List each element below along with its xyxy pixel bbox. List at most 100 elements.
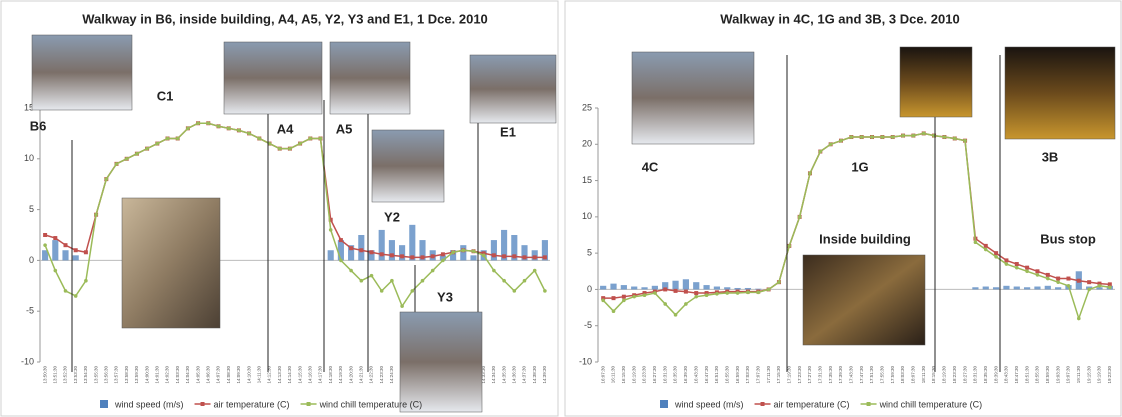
- chart: Walkway in 4C, 1G and 3B, 3 Dce. 2010 -10…: [579, 11, 1116, 409]
- photo: [399, 311, 483, 413]
- marker: [73, 294, 78, 298]
- bar: [672, 280, 679, 290]
- x-tick-label: 13:59:30: [134, 366, 139, 384]
- y-tick-label: 0: [587, 284, 592, 294]
- marker: [653, 291, 657, 295]
- x-tick-label: 16:15:30: [621, 366, 626, 384]
- x-tick-label: 14:17:30: [318, 366, 323, 384]
- x-tick-label: 17:35:30: [828, 366, 833, 384]
- x-tick-label: 14:07:30: [216, 366, 221, 384]
- marker: [145, 146, 149, 151]
- marker: [369, 273, 374, 278]
- marker: [983, 243, 988, 248]
- bar: [337, 240, 344, 261]
- marker: [542, 255, 547, 260]
- x-tick-label: 19:19:30: [1097, 366, 1102, 384]
- x-tick-label: 14:02:30: [165, 366, 170, 384]
- marker: [1035, 273, 1040, 277]
- marker: [440, 252, 445, 257]
- marker: [632, 294, 636, 299]
- x-tick-label: 14:12:30: [267, 366, 272, 384]
- marker: [338, 238, 343, 243]
- marker: [1107, 282, 1112, 287]
- x-tick-label: 17:27:30: [807, 366, 812, 384]
- marker: [63, 289, 68, 293]
- marker: [694, 294, 699, 299]
- marker: [808, 171, 812, 176]
- marker: [1066, 276, 1071, 281]
- bar: [439, 255, 446, 261]
- annotation: C1: [157, 88, 174, 103]
- x-tick-label: 17:11:30: [766, 366, 771, 384]
- photo: [1004, 46, 1116, 140]
- bar: [662, 282, 669, 290]
- x-tick-label: 14:35:30: [501, 366, 506, 384]
- marker: [73, 248, 78, 253]
- marker: [471, 249, 476, 254]
- marker: [684, 302, 688, 306]
- marker: [1025, 269, 1029, 274]
- marker: [642, 291, 647, 296]
- marker: [704, 291, 709, 296]
- annotation: 4C: [642, 159, 659, 174]
- x-tick-label: 17:31:30: [817, 366, 822, 384]
- y-tick-label: -10: [21, 356, 34, 366]
- marker: [318, 136, 323, 141]
- annotation: B6: [30, 118, 47, 133]
- marker: [94, 212, 98, 217]
- x-tick-label: 13:56:30: [103, 366, 108, 384]
- x-tick-label: 19:07:30: [1066, 366, 1071, 384]
- x-tick-label: 17:23:30: [797, 366, 802, 384]
- marker: [1087, 280, 1092, 285]
- marker: [973, 240, 978, 245]
- marker: [859, 135, 864, 139]
- x-tick-label: 13:55:30: [93, 366, 98, 384]
- marker: [410, 255, 415, 260]
- x-tick-label: 14:11:30: [256, 366, 261, 384]
- bar: [693, 282, 700, 290]
- bar: [1024, 287, 1031, 290]
- marker: [512, 289, 517, 293]
- x-tick-label: 13:52:30: [63, 366, 68, 384]
- marker: [611, 309, 616, 314]
- marker: [206, 121, 211, 126]
- x-tick-label: 19:15:30: [1086, 366, 1091, 384]
- bar: [490, 240, 497, 261]
- photo: [329, 41, 411, 115]
- marker: [175, 136, 180, 141]
- x-tick-label: 13:58:30: [124, 366, 129, 384]
- x-tick-label: 17:47:30: [859, 366, 864, 384]
- bar: [52, 240, 59, 261]
- marker: [400, 304, 404, 308]
- marker: [461, 248, 466, 253]
- marker: [1025, 265, 1030, 270]
- marker: [114, 162, 119, 166]
- marker: [994, 251, 999, 256]
- marker: [818, 149, 823, 154]
- y-tick-label: 5: [29, 204, 34, 214]
- marker: [921, 131, 926, 136]
- marker: [1077, 316, 1081, 321]
- x-tick-label: 16:27:30: [652, 366, 657, 384]
- bar: [620, 285, 627, 290]
- y-tick-label: 20: [582, 139, 592, 149]
- marker: [349, 268, 353, 273]
- marker: [1045, 276, 1050, 281]
- bar: [327, 250, 334, 261]
- marker: [502, 278, 506, 283]
- x-tick-label: 14:16:30: [307, 366, 312, 384]
- x-tick-label: 16:19:30: [631, 366, 636, 384]
- legend-label: wind speed (m/s): [674, 399, 744, 409]
- marker: [53, 236, 58, 241]
- x-tick-label: 18:59:30: [1045, 366, 1050, 384]
- marker: [308, 136, 313, 141]
- marker: [797, 215, 802, 219]
- x-tick-label: 19:23:30: [1107, 366, 1112, 384]
- marker: [756, 290, 761, 295]
- x-tick-label: 16:07:30: [600, 366, 605, 384]
- bar: [1034, 286, 1041, 290]
- marker: [43, 233, 48, 237]
- y-tick-label: -10: [579, 356, 592, 366]
- marker: [683, 289, 688, 294]
